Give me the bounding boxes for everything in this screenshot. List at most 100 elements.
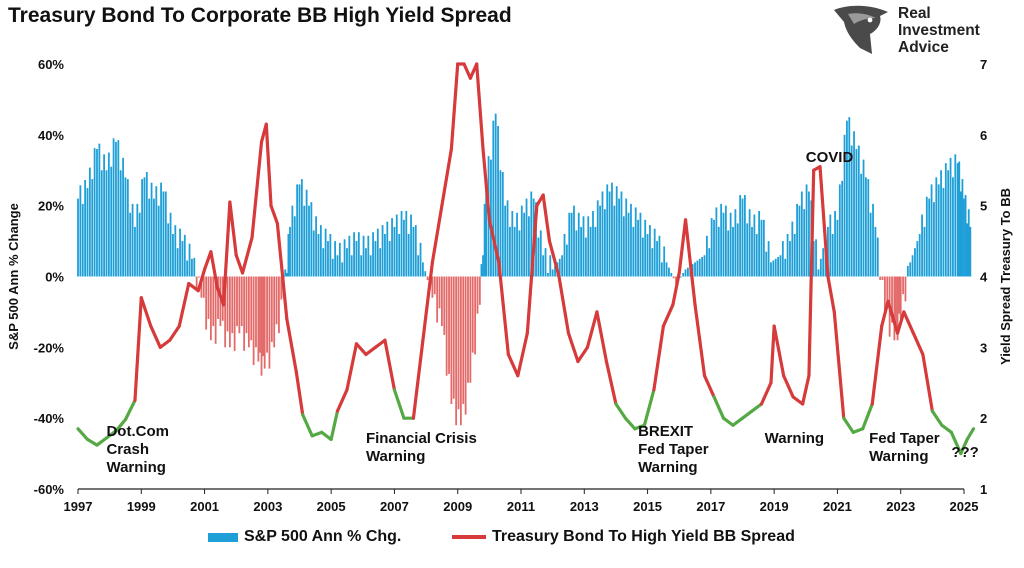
spread-line-segment xyxy=(475,62,485,151)
sp500-bar xyxy=(774,258,777,277)
sp500-bar xyxy=(954,154,957,277)
sp500-bar xyxy=(395,214,398,277)
legend: S&P 500 Ann % Chg. Treasury Bond To High… xyxy=(0,528,1024,552)
right-tick-label: 5 xyxy=(980,199,987,214)
sp500-bar xyxy=(464,276,467,415)
sp500-bar xyxy=(563,234,566,277)
sp500-bar xyxy=(501,172,504,277)
spread-line-segment xyxy=(285,317,298,374)
sp500-bar xyxy=(240,276,243,327)
x-tick-label: 2001 xyxy=(190,499,219,514)
x-tick-label: 2007 xyxy=(380,499,409,514)
sp500-bar xyxy=(663,246,666,277)
sp500-bar xyxy=(433,276,436,295)
sp500-bar xyxy=(893,276,896,341)
sp500-bar xyxy=(603,209,606,277)
sp500-bar xyxy=(779,255,782,277)
sp500-bar xyxy=(438,276,441,309)
sp500-bar xyxy=(303,205,306,277)
spread-line-segment xyxy=(633,423,647,431)
annotation-line: Warning xyxy=(765,430,824,447)
spread-line-segment xyxy=(759,381,773,406)
sp500-bar xyxy=(124,177,127,277)
sp500-bar xyxy=(100,170,103,277)
sp500-bar xyxy=(838,184,841,277)
sp500-bar xyxy=(343,239,346,277)
spread-line-segment xyxy=(870,324,884,406)
right-tick-label: 1 xyxy=(980,482,987,497)
spread-line-segment xyxy=(782,374,795,399)
sp500-bar xyxy=(753,214,756,277)
sp500-bar xyxy=(193,257,196,277)
spread-line-segment xyxy=(740,409,754,420)
sp500-bar xyxy=(105,170,108,277)
annotation-line: Fed Taper xyxy=(638,441,709,458)
sp500-bar xyxy=(405,210,408,277)
sp500-bar xyxy=(618,198,620,277)
sp500-bar xyxy=(921,214,923,277)
sp500-bar xyxy=(217,276,219,319)
sp500-bar xyxy=(238,276,241,334)
sp500-bar xyxy=(800,191,803,277)
annotation-label: Warning xyxy=(765,430,824,447)
spread-line-segment xyxy=(85,437,99,447)
sp500-bar xyxy=(518,230,521,277)
bars-series xyxy=(77,113,972,426)
sp500-bar xyxy=(492,120,495,277)
spread-line-segment xyxy=(525,204,539,335)
right-tick-label: 7 xyxy=(980,57,987,72)
sp500-bar xyxy=(751,226,753,277)
sp500-bar xyxy=(198,276,200,278)
brand-name: Real Investment Advice xyxy=(898,5,980,56)
sp500-bar xyxy=(448,276,450,374)
sp500-bar xyxy=(315,216,318,277)
sp500-bar xyxy=(601,191,604,277)
sp500-bar xyxy=(131,203,134,277)
sp500-bar xyxy=(329,234,332,277)
sp500-bar xyxy=(467,276,469,383)
spread-line-segment xyxy=(250,140,264,240)
spread-line-segment xyxy=(187,281,200,293)
sp500-bar xyxy=(84,179,87,277)
sp500-bar xyxy=(637,219,639,277)
sp500-bar xyxy=(660,262,663,277)
spread-line-segment xyxy=(721,416,735,427)
sp500-bar xyxy=(611,182,613,277)
sp500-bar xyxy=(176,248,179,277)
sp500-bar xyxy=(379,248,382,277)
sp500-bar xyxy=(841,180,844,277)
sp500-bar xyxy=(183,234,186,277)
sp500-bar xyxy=(381,225,384,277)
left-axis-label: S&P 500 Ann % Change xyxy=(6,203,21,350)
spread-line-segment xyxy=(959,437,969,456)
sp500-bar xyxy=(584,237,587,277)
sp500-bar xyxy=(143,177,146,277)
spread-line-segment xyxy=(791,395,805,406)
sp500-bar xyxy=(482,255,484,277)
sp500-bar xyxy=(708,248,711,277)
sp500-bar xyxy=(665,262,668,277)
sp500-bar xyxy=(77,198,79,277)
sp500-bar xyxy=(474,276,477,355)
sp500-bar xyxy=(869,212,872,277)
left-tick-label: -60% xyxy=(34,482,65,497)
sp500-bar xyxy=(268,276,271,369)
sp500-bar xyxy=(630,203,632,277)
sp500-bar xyxy=(713,219,715,277)
sp500-bar xyxy=(280,276,283,300)
brand-line-1: Real xyxy=(898,5,931,22)
annotation-line: Warning xyxy=(869,448,928,465)
sp500-bar xyxy=(848,117,851,277)
spread-line-segment xyxy=(487,218,501,264)
sp500-bar xyxy=(506,200,509,277)
sp500-bar xyxy=(767,241,770,277)
sp500-bar xyxy=(291,205,294,277)
sp500-bar xyxy=(727,230,730,277)
spread-line-segment xyxy=(642,388,656,427)
sp500-bar xyxy=(305,189,308,277)
sp500-bar xyxy=(86,187,89,277)
sp500-bar xyxy=(412,226,415,277)
sp500-bar xyxy=(904,276,907,302)
sp500-bar xyxy=(770,262,772,277)
